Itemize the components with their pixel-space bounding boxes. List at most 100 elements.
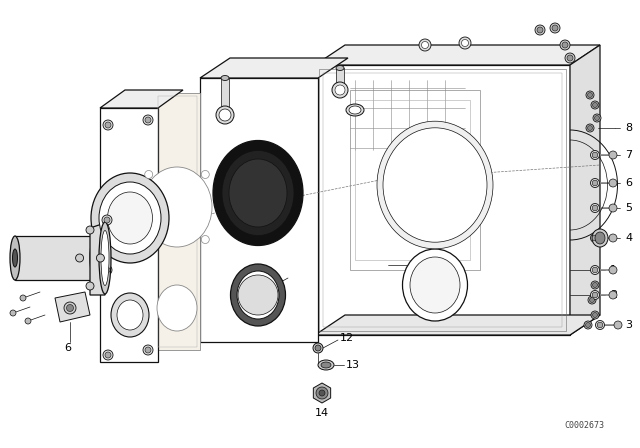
Circle shape [76, 254, 84, 262]
Circle shape [584, 321, 592, 329]
Circle shape [67, 305, 74, 311]
Circle shape [550, 23, 560, 33]
Ellipse shape [349, 106, 361, 114]
Circle shape [422, 42, 429, 48]
Circle shape [591, 290, 600, 300]
Circle shape [565, 53, 575, 63]
Circle shape [20, 295, 26, 301]
Text: 3: 3 [625, 320, 632, 330]
Circle shape [461, 39, 468, 47]
Ellipse shape [592, 229, 608, 247]
Circle shape [592, 267, 598, 273]
Circle shape [102, 265, 112, 275]
Text: 13: 13 [346, 360, 360, 370]
Circle shape [319, 390, 325, 396]
Circle shape [592, 292, 598, 298]
Circle shape [145, 117, 151, 123]
Ellipse shape [321, 362, 331, 368]
Polygon shape [90, 223, 105, 295]
Circle shape [588, 125, 593, 130]
Circle shape [315, 345, 321, 351]
Circle shape [219, 109, 231, 121]
Circle shape [597, 322, 603, 328]
Ellipse shape [390, 133, 480, 237]
Circle shape [591, 101, 599, 109]
Circle shape [97, 254, 104, 262]
Circle shape [145, 347, 151, 353]
Polygon shape [315, 45, 600, 65]
Circle shape [103, 120, 113, 130]
Ellipse shape [383, 128, 487, 242]
Ellipse shape [111, 293, 149, 337]
Circle shape [562, 42, 568, 48]
Ellipse shape [403, 249, 467, 321]
Polygon shape [336, 68, 344, 90]
Circle shape [609, 179, 617, 187]
Ellipse shape [13, 249, 17, 267]
Circle shape [216, 106, 234, 124]
Ellipse shape [377, 121, 493, 249]
Polygon shape [100, 90, 183, 108]
Ellipse shape [90, 236, 100, 280]
Circle shape [591, 311, 599, 319]
Text: 8: 8 [625, 123, 632, 133]
Circle shape [86, 226, 94, 234]
Polygon shape [200, 78, 318, 342]
Ellipse shape [410, 257, 460, 313]
Circle shape [609, 204, 617, 212]
Circle shape [145, 171, 153, 178]
Ellipse shape [99, 182, 161, 254]
Circle shape [335, 85, 345, 95]
Ellipse shape [108, 192, 152, 244]
Text: 4: 4 [625, 233, 632, 243]
Circle shape [586, 323, 591, 327]
Polygon shape [100, 108, 158, 362]
Ellipse shape [229, 159, 287, 227]
Text: 2: 2 [610, 290, 617, 300]
Circle shape [586, 124, 594, 132]
Text: 1: 1 [610, 265, 617, 275]
Circle shape [64, 302, 76, 314]
Circle shape [567, 55, 573, 61]
Polygon shape [155, 93, 200, 350]
Text: 9: 9 [420, 260, 427, 270]
Text: 7: 7 [625, 150, 632, 160]
Ellipse shape [213, 141, 303, 246]
Circle shape [86, 282, 94, 290]
Circle shape [10, 310, 16, 316]
Circle shape [591, 151, 600, 159]
Circle shape [591, 266, 600, 275]
Circle shape [588, 296, 596, 304]
Circle shape [593, 313, 598, 318]
Polygon shape [570, 45, 600, 335]
Text: 5: 5 [625, 203, 632, 213]
Circle shape [537, 27, 543, 33]
Circle shape [552, 25, 558, 31]
Polygon shape [315, 315, 600, 335]
Circle shape [589, 297, 595, 302]
Circle shape [591, 203, 600, 212]
Circle shape [591, 233, 600, 242]
Polygon shape [55, 292, 90, 322]
Circle shape [614, 321, 622, 329]
Circle shape [104, 267, 110, 273]
Circle shape [316, 387, 328, 399]
Text: 10: 10 [418, 220, 432, 230]
Polygon shape [314, 383, 331, 403]
Ellipse shape [230, 264, 285, 326]
Circle shape [238, 275, 278, 315]
Circle shape [595, 320, 605, 329]
Text: C0002673: C0002673 [564, 421, 605, 430]
Polygon shape [221, 78, 229, 115]
Ellipse shape [10, 236, 20, 280]
Circle shape [591, 281, 599, 289]
Circle shape [586, 91, 594, 99]
Circle shape [145, 236, 153, 244]
Circle shape [592, 152, 598, 158]
Text: 6: 6 [65, 343, 72, 353]
Circle shape [593, 283, 598, 288]
Ellipse shape [222, 151, 294, 236]
Circle shape [105, 122, 111, 128]
Text: 6: 6 [625, 178, 632, 188]
Circle shape [588, 92, 593, 98]
